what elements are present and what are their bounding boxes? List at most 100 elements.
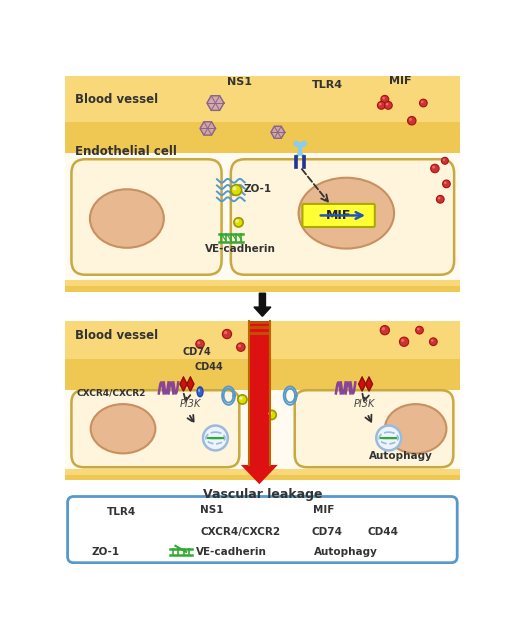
Circle shape (379, 103, 381, 105)
Ellipse shape (359, 530, 360, 532)
FancyBboxPatch shape (303, 204, 375, 227)
Polygon shape (207, 96, 224, 110)
Circle shape (432, 165, 435, 169)
Text: PI3K: PI3K (354, 399, 375, 409)
Text: Autophagy: Autophagy (314, 547, 378, 557)
Ellipse shape (358, 529, 362, 535)
Text: CD44: CD44 (195, 362, 223, 372)
Circle shape (419, 99, 427, 107)
Bar (66, 286, 460, 292)
Circle shape (421, 101, 423, 103)
Circle shape (385, 101, 392, 109)
Circle shape (416, 327, 423, 334)
Text: TLR4: TLR4 (312, 80, 343, 89)
Bar (66, 321, 460, 391)
Circle shape (382, 97, 385, 100)
Polygon shape (180, 377, 187, 391)
Text: VE-cadherin: VE-cadherin (205, 243, 276, 254)
Text: Blood vessel: Blood vessel (75, 328, 158, 342)
Bar (248, 332, 270, 335)
Circle shape (197, 341, 200, 344)
Circle shape (436, 195, 444, 203)
Bar (66, 391, 460, 469)
Ellipse shape (91, 404, 155, 453)
Text: CXCR4/CXCR2: CXCR4/CXCR2 (200, 527, 280, 537)
Circle shape (268, 411, 272, 415)
Text: MIF: MIF (326, 209, 351, 222)
Text: Vascular leakage: Vascular leakage (203, 488, 322, 501)
Circle shape (399, 337, 409, 346)
Text: Endothelial cell: Endothelial cell (75, 145, 177, 158)
FancyArrow shape (254, 293, 271, 316)
Circle shape (409, 118, 412, 121)
Circle shape (301, 507, 304, 510)
Circle shape (239, 396, 243, 400)
Ellipse shape (385, 404, 446, 453)
Circle shape (77, 547, 88, 557)
Circle shape (442, 180, 450, 188)
Circle shape (380, 326, 390, 335)
Polygon shape (303, 527, 307, 536)
Circle shape (376, 425, 401, 450)
Text: Autophagy: Autophagy (370, 451, 433, 461)
Text: CXCR4/CXCR2: CXCR4/CXCR2 (77, 389, 146, 398)
Circle shape (234, 217, 243, 227)
Polygon shape (241, 465, 278, 484)
Circle shape (267, 410, 276, 420)
Ellipse shape (90, 190, 164, 248)
Circle shape (231, 184, 242, 195)
Polygon shape (366, 377, 373, 391)
Circle shape (401, 339, 404, 342)
Text: CD74: CD74 (312, 527, 343, 537)
Polygon shape (271, 126, 285, 138)
Circle shape (238, 344, 241, 347)
Circle shape (443, 158, 445, 161)
Text: CD44: CD44 (368, 527, 399, 537)
Text: MIF: MIF (313, 505, 335, 515)
Polygon shape (298, 527, 303, 536)
Circle shape (224, 331, 227, 334)
Polygon shape (187, 377, 194, 391)
FancyBboxPatch shape (72, 391, 239, 467)
Ellipse shape (197, 387, 203, 397)
Circle shape (386, 103, 389, 105)
Bar (66, 359, 460, 391)
Text: MIF: MIF (389, 76, 411, 86)
Circle shape (430, 338, 437, 346)
Ellipse shape (198, 389, 200, 392)
Bar (248, 327, 270, 330)
Circle shape (236, 219, 239, 223)
Text: CD74: CD74 (182, 347, 211, 357)
Polygon shape (358, 377, 366, 391)
Bar (66, 280, 460, 292)
Bar (66, 475, 460, 481)
Text: Blood vessel: Blood vessel (75, 93, 158, 106)
Circle shape (203, 425, 228, 450)
Circle shape (417, 328, 420, 330)
Circle shape (381, 95, 389, 103)
Circle shape (408, 117, 416, 125)
Text: ZO-1: ZO-1 (244, 184, 272, 194)
Bar (248, 321, 270, 465)
Circle shape (377, 101, 386, 109)
Circle shape (438, 197, 440, 200)
Text: NS1: NS1 (227, 77, 252, 87)
FancyBboxPatch shape (295, 391, 453, 467)
Circle shape (196, 340, 204, 348)
Bar (66, 469, 460, 481)
Bar (66, 153, 460, 280)
FancyBboxPatch shape (68, 496, 457, 563)
Circle shape (382, 327, 385, 330)
Circle shape (298, 505, 309, 515)
Circle shape (444, 181, 446, 184)
Ellipse shape (298, 178, 394, 249)
Circle shape (238, 395, 247, 404)
FancyBboxPatch shape (72, 159, 222, 275)
Text: ZO-1: ZO-1 (92, 547, 120, 557)
Circle shape (294, 544, 310, 560)
Circle shape (431, 164, 439, 172)
Circle shape (441, 157, 449, 164)
Circle shape (222, 330, 231, 339)
Circle shape (232, 186, 237, 190)
Polygon shape (200, 122, 216, 135)
